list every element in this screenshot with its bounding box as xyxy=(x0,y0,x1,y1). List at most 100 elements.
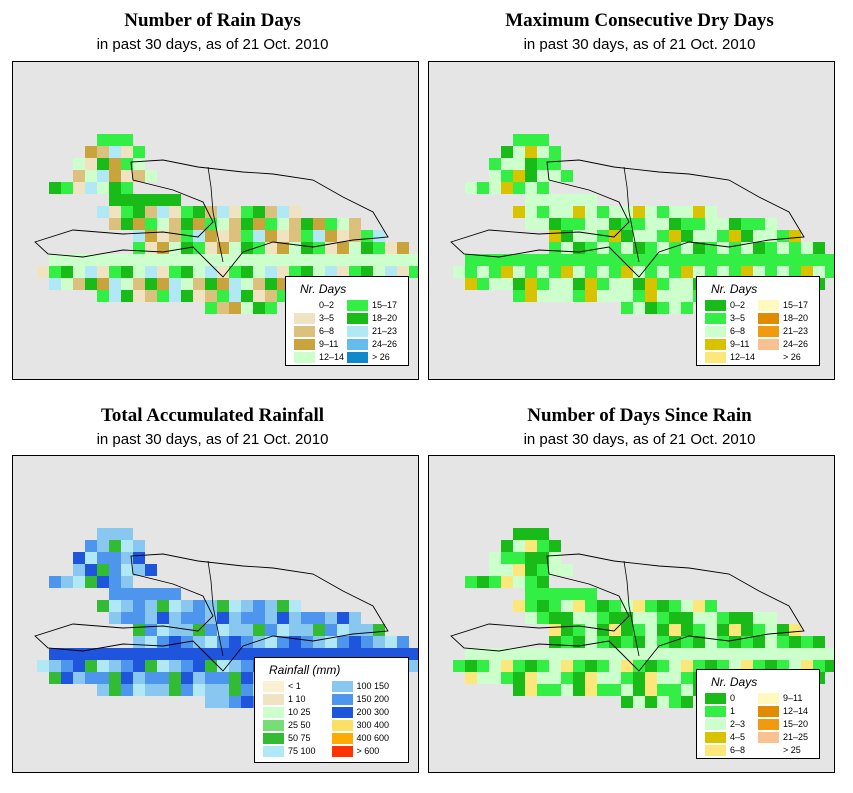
map-cell xyxy=(633,278,645,290)
legend-swatch xyxy=(705,732,726,743)
map-cell xyxy=(465,660,477,672)
map-cell xyxy=(145,564,157,576)
map-cell xyxy=(513,278,525,290)
map-cell xyxy=(669,290,681,302)
map-cell xyxy=(597,624,609,636)
map-cell xyxy=(465,266,477,278)
map-cell xyxy=(133,146,145,158)
map-cell xyxy=(669,254,681,266)
map-cell xyxy=(693,648,705,660)
map-cell xyxy=(277,266,289,278)
map-cell xyxy=(669,624,681,636)
map-cell xyxy=(241,290,253,302)
map-cell xyxy=(109,672,121,684)
map-cell xyxy=(145,290,157,302)
map-cell xyxy=(657,636,669,648)
map-cell xyxy=(349,242,361,254)
map-cell xyxy=(681,660,693,672)
map-cell xyxy=(133,612,145,624)
map-cell xyxy=(573,672,585,684)
legend-swatch xyxy=(705,745,726,756)
map-cell xyxy=(645,684,657,696)
map-cell xyxy=(561,684,573,696)
map-cell xyxy=(325,254,337,266)
map-cell xyxy=(217,266,229,278)
map-cell xyxy=(205,230,217,242)
map-cell xyxy=(373,266,385,278)
map-cell xyxy=(49,182,61,194)
map-cell xyxy=(121,206,133,218)
map-cell xyxy=(229,624,241,636)
map-cell xyxy=(597,672,609,684)
map-cell xyxy=(693,266,705,278)
map-cell xyxy=(597,660,609,672)
map-cell xyxy=(313,266,325,278)
map-cell xyxy=(301,230,313,242)
map-cell xyxy=(657,206,669,218)
map-cell xyxy=(537,648,549,660)
legend-swatch xyxy=(294,300,315,311)
map-cell xyxy=(85,672,97,684)
map-cell xyxy=(813,266,825,278)
map-cell xyxy=(549,254,561,266)
map-cell xyxy=(705,230,717,242)
map-title: Total Accumulated Rainfall xyxy=(100,405,325,426)
map-cell xyxy=(525,588,537,600)
map-cell xyxy=(157,278,169,290)
map-cell xyxy=(73,254,85,266)
map-cell xyxy=(157,600,169,612)
map-cell xyxy=(513,540,525,552)
map-cell xyxy=(301,218,313,230)
map-cell xyxy=(253,290,265,302)
map-cell xyxy=(193,254,205,266)
map-cell xyxy=(181,254,193,266)
map-cell xyxy=(705,218,717,230)
map-cell xyxy=(489,266,501,278)
map-cell xyxy=(241,648,253,660)
legend-swatch xyxy=(758,706,779,717)
map-cell xyxy=(525,564,537,576)
map-cell xyxy=(217,636,229,648)
map-cell xyxy=(645,230,657,242)
map-cell xyxy=(561,194,573,206)
map-cell xyxy=(729,266,741,278)
map-cell xyxy=(693,612,705,624)
map-cell xyxy=(301,266,313,278)
map-cell xyxy=(85,254,97,266)
map-cell xyxy=(121,528,133,540)
map-cell xyxy=(301,624,313,636)
map-cell xyxy=(789,624,801,636)
map-cell xyxy=(549,588,561,600)
map-cell xyxy=(109,254,121,266)
map-cell xyxy=(501,278,513,290)
map-cell xyxy=(789,242,801,254)
map-cell xyxy=(193,290,205,302)
legend-swatch xyxy=(705,313,726,324)
map-cell xyxy=(205,242,217,254)
map-cell xyxy=(157,218,169,230)
map-cell xyxy=(465,278,477,290)
legend-label: 24–26 xyxy=(783,339,809,349)
map-cell xyxy=(513,600,525,612)
map-cell xyxy=(373,242,385,254)
map-cell xyxy=(145,684,157,696)
map-cell xyxy=(513,672,525,684)
map-cell xyxy=(109,552,121,564)
legend-swatch xyxy=(705,300,726,311)
map-cell xyxy=(97,576,109,588)
map-cell xyxy=(645,696,657,708)
map-cell xyxy=(385,636,397,648)
map-cell xyxy=(621,672,633,684)
map-cell xyxy=(229,696,241,708)
map-cell xyxy=(825,254,834,266)
map-cell xyxy=(537,206,549,218)
map-cell xyxy=(181,660,193,672)
legend-label: 15–17 xyxy=(783,300,809,310)
map-cell xyxy=(241,206,253,218)
map-cell xyxy=(513,146,525,158)
map-cell xyxy=(145,600,157,612)
map-cell xyxy=(525,266,537,278)
map-cell xyxy=(597,230,609,242)
map-cell xyxy=(645,648,657,660)
legend-swatch xyxy=(705,326,726,337)
